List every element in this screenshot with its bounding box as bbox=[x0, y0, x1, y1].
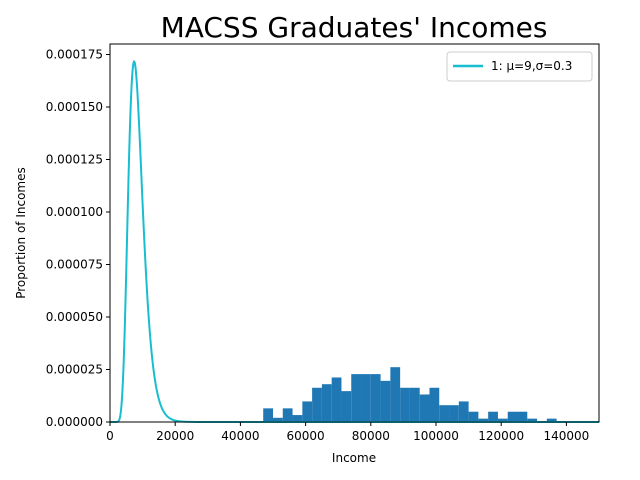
x-axis: 0 20000 40000 60000 80000 100000 120000 140000 bbox=[106, 422, 589, 443]
x-tick-label: 20000 bbox=[156, 429, 194, 443]
x-tick-label: 140000 bbox=[543, 429, 589, 443]
y-tick-label: 0.000075 bbox=[46, 258, 103, 272]
legend-label: 1: μ=9,σ=0.3 bbox=[491, 59, 572, 73]
x-axis-label: Income bbox=[332, 451, 376, 465]
x-tick-label: 60000 bbox=[287, 429, 325, 443]
legend-box bbox=[446, 51, 593, 82]
y-tick-label: 0.000175 bbox=[46, 48, 103, 62]
histogram-bar bbox=[292, 415, 303, 422]
histogram-bar bbox=[449, 405, 459, 422]
y-axis: 0.000000 0.000025 0.000050 0.000075 0.000100… bbox=[46, 48, 110, 429]
histogram-bar bbox=[351, 374, 362, 422]
y-tick-label: 0.000150 bbox=[46, 100, 103, 114]
histogram-bar bbox=[527, 418, 538, 422]
y-tick-label: 0.000100 bbox=[46, 205, 103, 219]
histogram-bar bbox=[458, 401, 469, 422]
histogram-bar bbox=[282, 408, 293, 422]
histogram-bar bbox=[400, 387, 410, 422]
x-tick-label: 40000 bbox=[221, 429, 259, 443]
histogram-bar bbox=[341, 391, 352, 422]
chart-title: MACSS Graduates' Incomes bbox=[161, 11, 548, 44]
y-tick-label: 0.000025 bbox=[46, 363, 103, 377]
x-tick-label: 0 bbox=[106, 429, 114, 443]
histogram-bar bbox=[497, 418, 508, 422]
y-axis-label: Proportion of Incomes bbox=[14, 167, 28, 299]
histogram-bar bbox=[263, 408, 273, 422]
histogram-bar bbox=[273, 417, 283, 422]
histogram-bar bbox=[517, 411, 528, 422]
histogram-bar bbox=[439, 405, 450, 422]
y-tick-label: 0.000125 bbox=[46, 153, 103, 167]
histogram-bar bbox=[321, 384, 332, 422]
histogram-bar bbox=[302, 401, 313, 422]
y-tick-label: 0.000050 bbox=[46, 310, 103, 324]
histogram-bar bbox=[370, 374, 381, 422]
x-tick-label: 120000 bbox=[478, 429, 524, 443]
x-tick-label: 100000 bbox=[413, 429, 459, 443]
histogram-bar bbox=[312, 387, 322, 422]
histogram-bar bbox=[546, 418, 557, 422]
histogram-bar bbox=[380, 380, 391, 422]
histogram-bar bbox=[488, 411, 498, 422]
histogram-bar bbox=[507, 411, 518, 422]
histogram-bar bbox=[478, 418, 489, 422]
histogram-bar bbox=[429, 387, 440, 422]
histogram-bar bbox=[390, 367, 401, 422]
plot-frame bbox=[109, 43, 600, 423]
x-tick-label: 80000 bbox=[352, 429, 390, 443]
histogram-bar bbox=[331, 377, 342, 422]
histogram-bar bbox=[468, 411, 479, 422]
y-tick-label: 0.000000 bbox=[46, 415, 103, 429]
histogram-bar bbox=[419, 394, 430, 422]
histogram-bar bbox=[409, 387, 420, 422]
legend: 1: μ=9,σ=0.3 bbox=[446, 51, 593, 82]
histogram-bar bbox=[361, 374, 371, 422]
